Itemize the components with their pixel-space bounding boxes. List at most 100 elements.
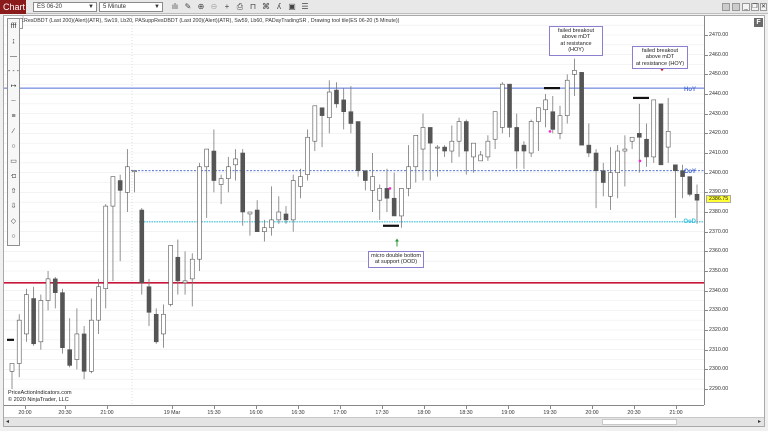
time-tick	[424, 406, 425, 409]
properties-icon[interactable]: ▣	[288, 2, 296, 11]
window-extra-button-2[interactable]	[732, 3, 740, 11]
price-label: 2410.00	[709, 150, 729, 156]
callout-line: above mDT	[645, 54, 675, 61]
indicators-icon[interactable]: ʎ	[277, 2, 281, 11]
close-button[interactable]: ✕	[760, 3, 767, 11]
watermark-copyright: © 2020 NinjaTrader, LLC	[8, 397, 69, 403]
arrow-down-icon[interactable]: ⇩	[10, 203, 17, 210]
chart-trader-icon[interactable]: ⊓	[249, 2, 257, 11]
time-tick	[508, 406, 509, 409]
callout-line: failed breakout	[641, 48, 679, 54]
horizontal-scrollbar[interactable]: ◂ ▸	[4, 417, 764, 426]
data-box-icon[interactable]: ☰	[301, 2, 309, 11]
price-tick	[705, 94, 708, 95]
f-button[interactable]: F	[754, 18, 763, 27]
time-label: 19:30	[543, 410, 557, 416]
window-extra-button[interactable]	[722, 3, 730, 11]
window-titlebar: Chart ES 06-20 ▼ 5 Minute ▼ ılı ✎ ⊕ ⊖ + …	[0, 0, 768, 14]
chevron-down-icon: ▼	[88, 4, 94, 10]
price-label: 2360.00	[709, 248, 729, 255]
ellipse-icon[interactable]: ○	[11, 143, 16, 150]
price-tick	[705, 231, 708, 233]
risk-reward-icon[interactable]: ⟤	[10, 173, 17, 180]
price-label: 2390.00	[709, 189, 729, 196]
diamond-icon[interactable]: ◇	[10, 218, 17, 225]
last-price-marker: 2386.75	[706, 195, 731, 203]
time-label: 19 Mar	[163, 410, 181, 416]
price-plot[interactable]: ResDBDT (Last 200)(Alert)(ATR), Sw19, Lb…	[4, 16, 704, 405]
extended-line-icon[interactable]: ┈	[11, 98, 16, 105]
time-tick	[382, 406, 383, 409]
horizontal-line-icon[interactable]: —	[10, 53, 17, 60]
price-label: 2320.00	[709, 327, 729, 333]
time-tick	[25, 406, 26, 409]
price-label: 2420.00	[709, 130, 729, 137]
price-label: 2460.00	[709, 51, 729, 58]
callout-failed-breakout-1: failed breakout above mDT at resistance …	[549, 26, 603, 56]
trend-channel-icon[interactable]: ∕	[12, 128, 15, 135]
ruler-icon[interactable]: ↨	[11, 38, 16, 45]
scroll-right-icon[interactable]: ▸	[758, 419, 762, 425]
price-label: 2310.00	[709, 346, 729, 353]
arrow-line-icon[interactable]: ↦	[10, 83, 17, 90]
level-label-ood: OoD	[683, 219, 696, 225]
strategies-icon[interactable]: ⌘	[262, 2, 270, 11]
zoom-in-icon[interactable]: ⊕	[197, 2, 205, 11]
drawing-toolbar-grip[interactable]: ⋮	[19, 17, 26, 29]
ray-icon[interactable]: - - -	[8, 68, 19, 75]
interval-value: 5 Minute	[103, 4, 127, 10]
minimize-button[interactable]: _	[742, 3, 750, 11]
bar-style-icon[interactable]: ılı	[171, 2, 179, 11]
price-tick	[705, 330, 708, 331]
candlestick-chart	[4, 16, 704, 405]
time-label: 17:30	[375, 410, 389, 416]
callout-line: at resistance (HOY)	[560, 40, 592, 54]
callout-line: above mDT	[561, 34, 591, 41]
rectangle-icon[interactable]: ▭	[10, 158, 17, 165]
fibonacci-icon[interactable]: ≡	[11, 113, 16, 120]
chart-panel[interactable]: ResDBDT (Last 200)(Alert)(ATR), Sw19, Lb…	[3, 15, 765, 427]
callout-line: failed breakout	[557, 28, 595, 34]
price-tick	[705, 251, 708, 253]
interval-select[interactable]: 5 Minute ▼	[99, 2, 163, 12]
restore-button[interactable]: ❐	[751, 3, 759, 11]
price-tick	[705, 172, 708, 174]
arrow-up-icon[interactable]: ⇧	[10, 188, 17, 195]
drawing-toolbar: fff ↨ — - - - ↦ ┈ ≡ ∕ ○ ▭ ⟤ ⇧ ⇩ ◇ ○	[7, 18, 20, 246]
text-icon[interactable]: fff	[10, 23, 17, 30]
crosshair-icon[interactable]: +	[224, 2, 230, 11]
price-tick	[705, 271, 708, 272]
price-tick	[705, 74, 708, 76]
time-label: 17:00	[333, 410, 347, 416]
price-tick	[705, 389, 708, 390]
scroll-left-icon[interactable]: ◂	[6, 419, 10, 425]
time-tick	[107, 406, 108, 409]
scroll-thumb[interactable]	[602, 419, 677, 425]
price-label: 2380.00	[709, 209, 729, 215]
level-label-coy: CoY	[684, 169, 696, 175]
time-tick	[550, 406, 551, 409]
indicator-label: ResDBDT (Last 200)(Alert)(ATR), Sw19, Lb…	[24, 18, 400, 24]
snapshot-icon[interactable]: ⎙	[236, 2, 244, 11]
price-tick	[705, 310, 708, 312]
time-label: 21:00	[669, 410, 683, 416]
zoom-out-icon[interactable]: ⊖	[210, 2, 218, 11]
instrument-value: ES 06-20	[37, 4, 63, 10]
pencil-icon[interactable]: ✎	[184, 2, 192, 11]
time-label: 19:00	[501, 410, 515, 416]
level-label-hoy: HoY	[684, 87, 696, 93]
callout-line: micro double bottom	[371, 253, 421, 259]
price-label: 2440.00	[709, 91, 729, 97]
instrument-select[interactable]: ES 06-20 ▼	[33, 2, 97, 12]
price-tick	[705, 153, 708, 154]
callout-failed-breakout-2: failed breakout above mDT at resistance …	[632, 46, 688, 70]
price-tick	[705, 212, 708, 213]
time-axis[interactable]: 20:00 20:30 21:00 19 Mar 15:30 16:00 16:30 17:0…	[4, 405, 704, 417]
time-label: 15:30	[207, 410, 221, 416]
price-label: 2330.00	[709, 307, 729, 314]
price-axis[interactable]: F 2386.75 2470.00 2460.00 2450.00 2440.00 24…	[704, 16, 764, 405]
price-tick	[705, 369, 708, 371]
dot-icon[interactable]: ○	[11, 233, 16, 240]
chart-tab[interactable]: Chart	[0, 0, 26, 14]
price-tick	[705, 192, 708, 194]
